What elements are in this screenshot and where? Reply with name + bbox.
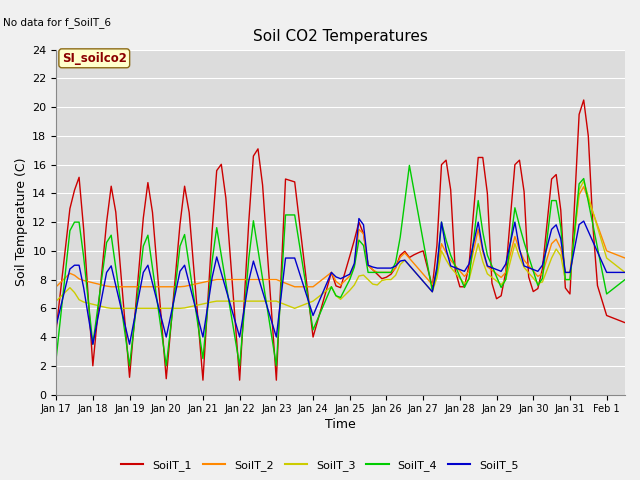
SoilT_5 — [89, 341, 97, 347]
SoilT_2 — [566, 270, 574, 276]
SoilT_4 — [364, 270, 372, 276]
SoilT_2 — [580, 184, 588, 190]
SoilT_5 — [575, 222, 583, 228]
SoilT_2 — [516, 247, 524, 253]
SoilT_1 — [520, 189, 528, 194]
SoilT_2 — [80, 277, 88, 283]
SoilT_2 — [213, 276, 221, 282]
SoilT_3 — [80, 299, 88, 305]
Legend: SoilT_1, SoilT_2, SoilT_3, SoilT_4, SoilT_5: SoilT_1, SoilT_2, SoilT_3, SoilT_4, Soil… — [118, 457, 522, 474]
SoilT_2 — [401, 250, 408, 256]
Line: SoilT_2: SoilT_2 — [56, 187, 640, 287]
SoilT_4 — [410, 188, 418, 193]
SoilT_5 — [525, 265, 532, 271]
Title: Soil CO2 Temperatures: Soil CO2 Temperatures — [253, 29, 428, 44]
SoilT_4 — [52, 356, 60, 361]
SoilT_1 — [571, 201, 579, 207]
SoilT_3 — [571, 232, 579, 238]
SoilT_5 — [369, 264, 376, 270]
SoilT_3 — [364, 276, 372, 282]
Line: SoilT_1: SoilT_1 — [56, 100, 640, 380]
X-axis label: Time: Time — [325, 419, 356, 432]
SoilT_5 — [52, 323, 60, 328]
SoilT_1 — [199, 377, 207, 383]
SoilT_2 — [52, 284, 60, 289]
SoilT_1 — [580, 97, 588, 103]
SoilT_4 — [406, 163, 413, 168]
SoilT_3 — [52, 298, 60, 304]
SoilT_3 — [406, 263, 413, 268]
SoilT_4 — [218, 252, 225, 258]
Line: SoilT_4: SoilT_4 — [56, 166, 640, 366]
SoilT_3 — [580, 178, 588, 184]
SoilT_1 — [364, 263, 372, 268]
Line: SoilT_3: SoilT_3 — [56, 181, 640, 308]
SoilT_3 — [520, 264, 528, 270]
SoilT_1 — [80, 227, 88, 232]
Line: SoilT_5: SoilT_5 — [56, 218, 640, 344]
SoilT_2 — [360, 231, 367, 237]
SoilT_1 — [52, 327, 60, 333]
SoilT_3 — [218, 298, 225, 304]
SoilT_1 — [218, 161, 225, 167]
SoilT_5 — [410, 268, 418, 274]
SoilT_3 — [108, 305, 115, 311]
SoilT_4 — [80, 254, 88, 260]
Text: SI_soilco2: SI_soilco2 — [62, 52, 127, 65]
Text: No data for f_SoilT_6: No data for f_SoilT_6 — [3, 17, 111, 28]
SoilT_5 — [218, 270, 225, 276]
SoilT_4 — [575, 181, 583, 187]
SoilT_5 — [355, 216, 363, 221]
SoilT_1 — [406, 254, 413, 260]
SoilT_4 — [125, 363, 133, 369]
SoilT_4 — [525, 254, 532, 260]
Y-axis label: Soil Temperature (C): Soil Temperature (C) — [15, 158, 28, 287]
SoilT_5 — [80, 285, 88, 291]
